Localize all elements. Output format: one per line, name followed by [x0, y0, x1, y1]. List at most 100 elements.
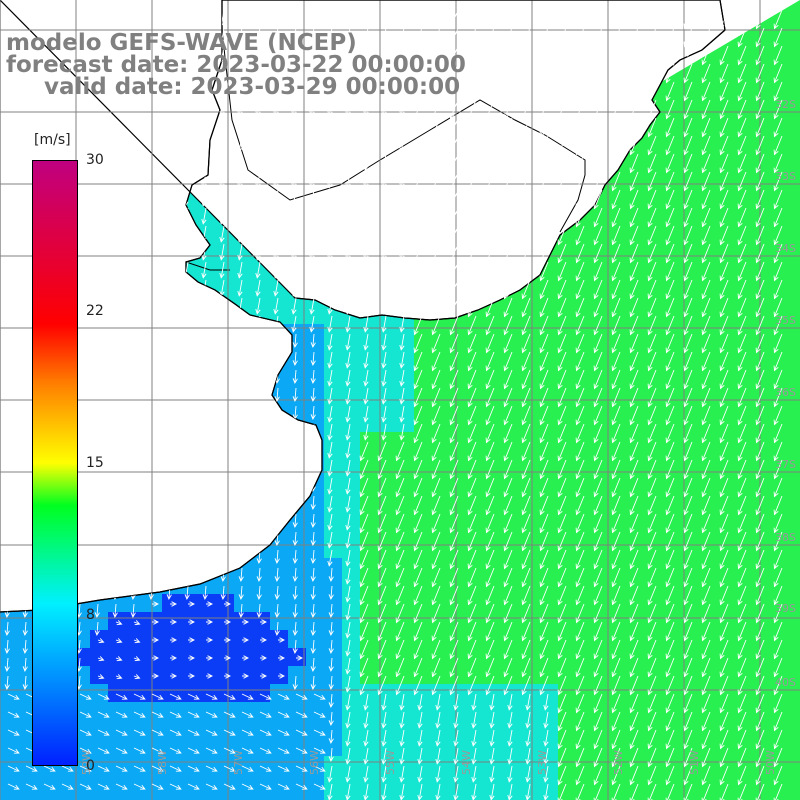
- wind-cell: [648, 468, 667, 487]
- wind-cell: [648, 576, 667, 595]
- wind-cell: [342, 666, 361, 685]
- wind-cell: [324, 720, 343, 739]
- wind-cell: [36, 792, 55, 800]
- wind-cell: [270, 792, 289, 800]
- wind-cell: [126, 738, 145, 757]
- wind-cell: [594, 720, 613, 739]
- lon-label: 57W: [232, 750, 245, 775]
- wind-cell: [684, 774, 703, 793]
- wind-cell: [720, 576, 739, 595]
- wind-cell: [684, 702, 703, 721]
- wind-cell: [738, 612, 757, 631]
- wind-cell: [702, 216, 721, 235]
- wind-cell: [684, 504, 703, 523]
- wind-cell: [180, 702, 199, 721]
- wind-cell: [396, 756, 415, 775]
- wind-cell: [612, 738, 631, 757]
- wind-cell: [720, 720, 739, 739]
- wind-cell: [558, 414, 577, 433]
- wind-cell: [450, 522, 469, 541]
- wind-cell: [90, 684, 109, 703]
- wind-arrow: [467, 9, 477, 30]
- wind-arrow: [575, 27, 585, 48]
- wind-cell: [558, 666, 577, 685]
- wind-cell: [522, 450, 541, 469]
- wind-cell: [720, 558, 739, 577]
- wind-cell: [486, 450, 505, 469]
- wind-cell: [342, 522, 361, 541]
- wind-cell: [378, 360, 397, 379]
- wind-cell: [378, 684, 397, 703]
- wind-cell: [684, 792, 703, 800]
- wind-cell: [432, 504, 451, 523]
- wind-cell: [306, 360, 325, 379]
- wind-cell: [540, 630, 559, 649]
- wind-cell: [270, 684, 289, 703]
- wind-cell: [702, 108, 721, 127]
- wind-cell: [342, 378, 361, 397]
- wind-cell: [774, 576, 793, 595]
- wind-cell: [234, 252, 253, 271]
- wind-cell: [630, 648, 649, 667]
- wind-cell: [702, 702, 721, 721]
- wind-cell: [684, 450, 703, 469]
- wind-cell: [558, 360, 577, 379]
- wind-cell: [342, 612, 361, 631]
- wind-cell: [558, 594, 577, 613]
- wind-cell: [108, 0, 127, 19]
- wind-cell: [18, 792, 37, 800]
- wind-cell: [216, 774, 235, 793]
- wind-cell: [504, 630, 523, 649]
- wind-cell: [666, 288, 685, 307]
- wind-cell: [666, 450, 685, 469]
- wind-arrow: [273, 9, 279, 27]
- wind-cell: [504, 666, 523, 685]
- wind-cell: [306, 558, 325, 577]
- wind-cell: [756, 414, 775, 433]
- wind-cell: [198, 108, 217, 127]
- wind-cell: [414, 450, 433, 469]
- wind-cell: [108, 612, 127, 631]
- wind-cell: [630, 594, 649, 613]
- wind-cell: [666, 216, 685, 235]
- wind-cell: [288, 648, 307, 667]
- wind-cell: [756, 396, 775, 415]
- wind-cell: [612, 684, 631, 703]
- wind-cell: [558, 432, 577, 451]
- wind-cell: [342, 738, 361, 757]
- wind-cell: [792, 36, 800, 55]
- wind-cell: [576, 396, 595, 415]
- wind-cell: [684, 378, 703, 397]
- wind-cell: [360, 666, 379, 685]
- wind-cell: [540, 396, 559, 415]
- wind-cell: [522, 522, 541, 541]
- wind-cell: [234, 648, 253, 667]
- wind-cell: [522, 378, 541, 397]
- wind-cell: [702, 270, 721, 289]
- wind-cell: [702, 162, 721, 181]
- wind-cell: [180, 144, 199, 163]
- wind-cell: [666, 144, 685, 163]
- wind-cell: [648, 774, 667, 793]
- wind-cell: [684, 270, 703, 289]
- wind-cell: [756, 702, 775, 721]
- wind-cell: [540, 612, 559, 631]
- wind-cell: [612, 504, 631, 523]
- wind-cell: [162, 792, 181, 800]
- wind-cell: [0, 612, 19, 631]
- wind-cell: [648, 630, 667, 649]
- wind-cell: [270, 774, 289, 793]
- wind-cell: [756, 522, 775, 541]
- wind-arrow: [413, 27, 423, 48]
- wind-cell: [792, 684, 800, 703]
- wind-cell: [666, 612, 685, 631]
- wind-cell: [378, 576, 397, 595]
- wind-cell: [738, 414, 757, 433]
- wind-cell: [90, 792, 109, 800]
- wind-cell: [792, 216, 800, 235]
- wind-cell: [540, 774, 559, 793]
- wind-cell: [594, 774, 613, 793]
- wind-cell: [558, 648, 577, 667]
- wind-cell: [288, 342, 307, 361]
- wind-cell: [216, 702, 235, 721]
